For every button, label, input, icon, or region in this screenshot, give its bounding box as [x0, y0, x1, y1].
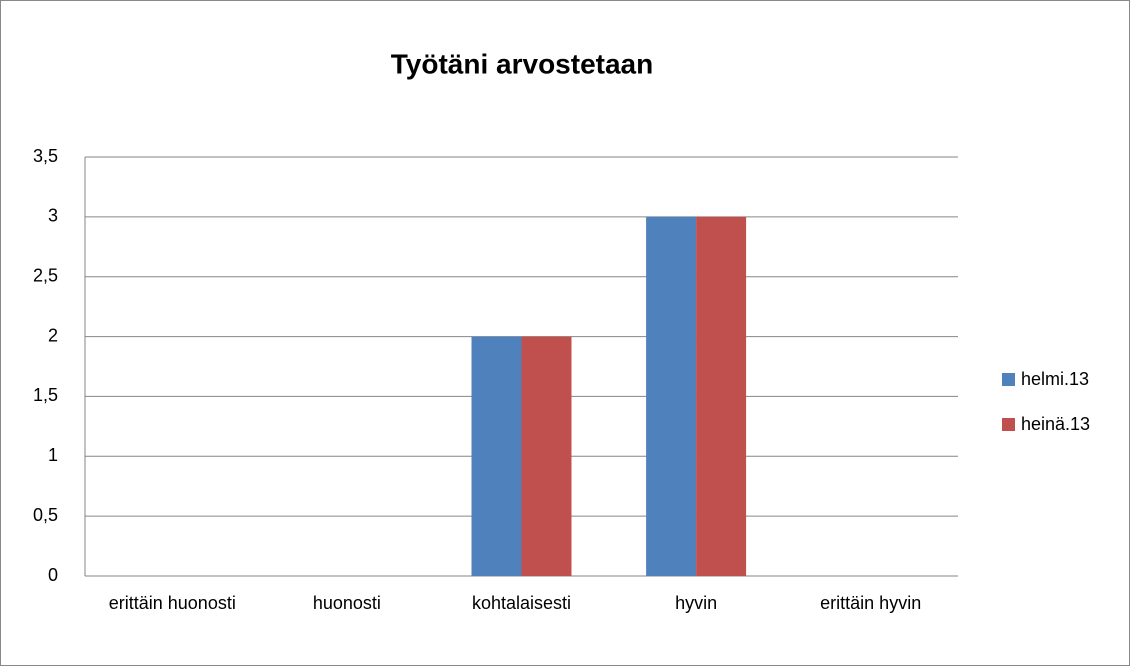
legend-swatch	[1002, 373, 1015, 386]
y-tick-label: 0	[48, 565, 58, 585]
bar	[471, 336, 522, 576]
y-tick-label: 0,5	[33, 505, 58, 525]
legend-label: heinä.13	[1021, 414, 1090, 434]
x-tick-label-box: hyvin	[675, 593, 718, 613]
y-tick-label: 1	[48, 445, 58, 465]
x-tick-label: hyvin	[675, 593, 718, 613]
legend-label: helmi.13	[1021, 369, 1089, 389]
legend-swatch	[1002, 418, 1015, 431]
x-tick-label-box: erittäin huonosti	[108, 593, 236, 613]
x-tick-label-box: huonosti	[312, 593, 381, 613]
x-tick-label: erittäin hyvin	[820, 593, 922, 613]
x-tick-label: kohtalaisesti	[471, 593, 572, 613]
bar	[696, 216, 747, 576]
y-tick-label: 3	[48, 206, 58, 226]
x-tick-label: huonosti	[312, 593, 381, 613]
x-tick-label-box: erittäin hyvin	[820, 593, 922, 613]
y-tick-label: 3,5	[33, 146, 58, 166]
chart-title: Työtäni arvostetaan	[391, 48, 653, 79]
bar	[521, 336, 572, 576]
y-tick-label: 2,5	[33, 265, 58, 285]
x-tick-label: erittäin huonosti	[108, 593, 236, 613]
x-tick-label-box: kohtalaisesti	[471, 593, 572, 613]
y-tick-label: 1,5	[33, 385, 58, 405]
y-tick-label: 2	[48, 325, 58, 345]
bar	[646, 216, 697, 576]
